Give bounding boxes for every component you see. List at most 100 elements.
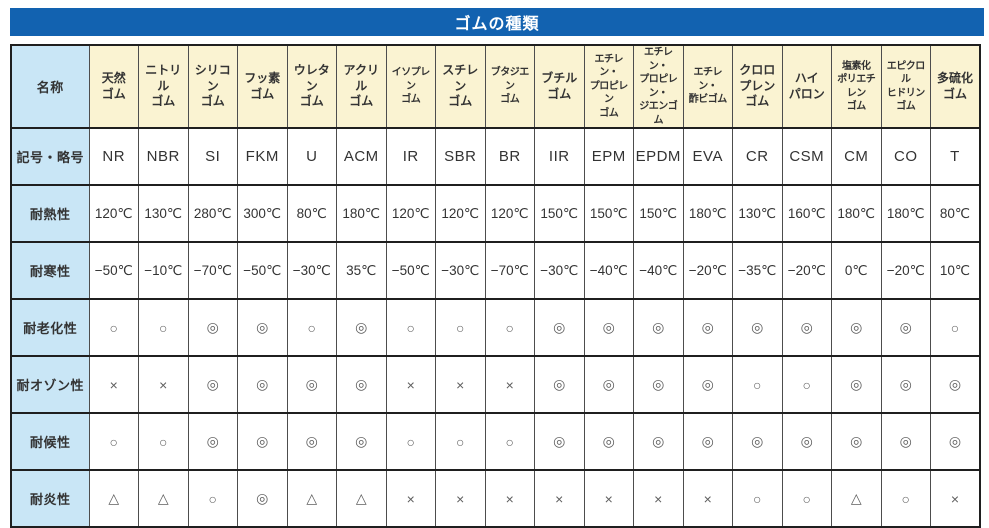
cell: −70℃ — [187, 241, 238, 299]
cell: ◎ — [732, 412, 782, 470]
cell: ◎ — [831, 412, 881, 470]
cell: ◎ — [682, 412, 733, 470]
cell: ◎ — [583, 298, 634, 356]
cell: 180℃ — [336, 184, 386, 242]
cell: × — [930, 469, 980, 527]
cell: ○ — [88, 298, 139, 356]
cell: ◎ — [831, 298, 881, 356]
cell: IIR — [534, 127, 584, 185]
cell: △ — [286, 469, 337, 527]
column-header: イソプレン ゴム — [385, 44, 436, 128]
cell: ◎ — [336, 298, 386, 356]
cell: ○ — [187, 469, 238, 527]
cell: ◎ — [237, 469, 287, 527]
cell: ○ — [781, 469, 832, 527]
cell: −50℃ — [88, 241, 139, 299]
cell: −10℃ — [138, 241, 188, 299]
cell: ◎ — [336, 355, 386, 413]
rubber-types-table: 名称 天然 ゴム ニトリル ゴム シリコン ゴム フッ素 ゴム ウレタン ゴム アクリル ゴ… — [10, 44, 981, 528]
cell: ◎ — [831, 355, 881, 413]
cell: ACM — [336, 127, 386, 185]
cell: −50℃ — [237, 241, 287, 299]
cell: 150℃ — [583, 184, 634, 242]
cell: ◎ — [880, 355, 931, 413]
table-title: ゴムの種類 — [454, 16, 540, 33]
table-row: 耐老化性 ○ ○ ◎ ◎ ○ ◎ ○ ○ ○ ◎ ◎ ◎ ◎ ◎ ◎ ◎ ◎ ○ — [10, 298, 980, 356]
row-label: 耐老化性 — [10, 298, 89, 356]
row-label-name: 名称 — [10, 44, 89, 128]
cell: ○ — [435, 298, 485, 356]
cell: ◎ — [286, 355, 337, 413]
cell: × — [583, 469, 634, 527]
column-header: ウレタン ゴム — [286, 44, 337, 128]
cell: ◎ — [781, 298, 832, 356]
cell: ○ — [732, 469, 782, 527]
cell: × — [385, 355, 436, 413]
cell: ◎ — [781, 412, 832, 470]
cell: ○ — [138, 412, 188, 470]
cell: × — [435, 469, 485, 527]
table-row: 耐オゾン性 × × ◎ ◎ ◎ ◎ × × × ◎ ◎ ◎ ◎ ○ ○ ◎ ◎ ◎ — [10, 355, 980, 413]
cell: ◎ — [237, 355, 287, 413]
column-header: スチレン ゴム — [435, 44, 485, 128]
cell: EVA — [682, 127, 733, 185]
cell: ◎ — [633, 412, 683, 470]
cell: 280℃ — [187, 184, 238, 242]
row-label: 記号・略号 — [10, 127, 89, 185]
cell: × — [138, 355, 188, 413]
cell: × — [484, 355, 535, 413]
cell: ○ — [880, 469, 931, 527]
cell: ◎ — [286, 412, 337, 470]
row-label: 耐熱性 — [10, 184, 89, 242]
cell: △ — [138, 469, 188, 527]
cell: △ — [336, 469, 386, 527]
cell: × — [484, 469, 535, 527]
column-header: フッ素 ゴム — [237, 44, 287, 128]
cell: △ — [831, 469, 881, 527]
cell: ◎ — [534, 355, 584, 413]
cell: 180℃ — [880, 184, 931, 242]
cell: × — [682, 469, 733, 527]
cell: ◎ — [187, 412, 238, 470]
cell: 120℃ — [435, 184, 485, 242]
cell: × — [385, 469, 436, 527]
cell: EPM — [583, 127, 634, 185]
cell: −40℃ — [583, 241, 634, 299]
cell: U — [286, 127, 337, 185]
cell: × — [88, 355, 139, 413]
cell: ○ — [484, 412, 535, 470]
table-row: 耐寒性 −50℃ −10℃ −70℃ −50℃ −30℃ 35℃ −50℃ −30℃ −70℃ −3… — [10, 241, 980, 299]
column-header: ハイ パロン — [781, 44, 832, 128]
cell: 130℃ — [138, 184, 188, 242]
cell: 300℃ — [237, 184, 287, 242]
cell: 0℃ — [831, 241, 881, 299]
cell: ◎ — [682, 298, 733, 356]
cell: × — [633, 469, 683, 527]
cell: 10℃ — [930, 241, 980, 299]
cell: ○ — [930, 298, 980, 356]
column-header: ニトリル ゴム — [138, 44, 188, 128]
table-row: 記号・略号 NR NBR SI FKM U ACM IR SBR BR IIR EPM EPDM EVA C… — [10, 127, 980, 185]
cell: ◎ — [583, 412, 634, 470]
column-header: シリコン ゴム — [187, 44, 238, 128]
cell: BR — [484, 127, 535, 185]
cell: −30℃ — [286, 241, 337, 299]
cell: 180℃ — [831, 184, 881, 242]
cell: ○ — [385, 298, 436, 356]
cell: −20℃ — [781, 241, 832, 299]
column-header: ブタジエン ゴム — [484, 44, 535, 128]
cell: −20℃ — [682, 241, 733, 299]
cell: T — [930, 127, 980, 185]
cell: ○ — [385, 412, 436, 470]
cell: 150℃ — [534, 184, 584, 242]
cell: −40℃ — [633, 241, 683, 299]
cell: ○ — [88, 412, 139, 470]
table-header-row: 名称 天然 ゴム ニトリル ゴム シリコン ゴム フッ素 ゴム ウレタン ゴム アクリル ゴ… — [10, 44, 980, 128]
cell: ◎ — [682, 355, 733, 413]
cell: ○ — [732, 355, 782, 413]
column-header: エピクロル ヒドリン ゴム — [880, 44, 931, 128]
cell: ◎ — [336, 412, 386, 470]
cell: ◎ — [534, 298, 584, 356]
table-row: 耐炎性 △ △ ○ ◎ △ △ × × × × × × × ○ ○ △ ○ × — [10, 469, 980, 527]
